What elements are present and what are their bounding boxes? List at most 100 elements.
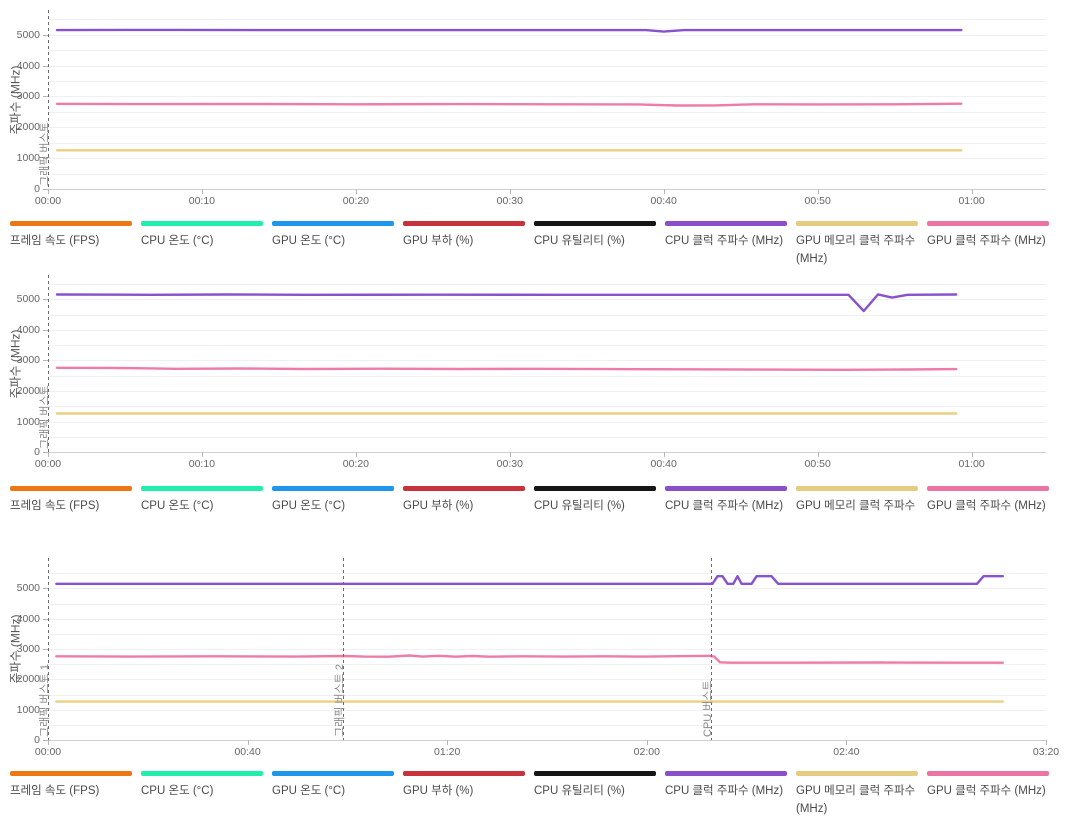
y-tick-mark (43, 299, 48, 301)
gridline (48, 96, 1046, 98)
legend-item[interactable]: CPU 클럭 주파수 (MHz) (665, 771, 787, 819)
x-tick-label: 00:40 (650, 458, 677, 470)
legend-swatch (796, 486, 918, 491)
x-tick-mark (646, 740, 648, 745)
gridline (48, 360, 1046, 362)
x-tick-mark (447, 740, 449, 745)
gridline (48, 284, 1046, 286)
y-tick-label: 4000 (16, 612, 40, 625)
legend-item[interactable]: 프레임 속도 (FPS) (10, 771, 132, 819)
y-tick-label: 0 (34, 183, 40, 195)
gridline (48, 375, 1046, 377)
legend-swatch (796, 221, 918, 226)
legend-swatch (927, 486, 1049, 491)
y-tick-mark (43, 679, 48, 681)
y-tick-label: 3000 (16, 354, 40, 367)
legend-swatch (665, 486, 787, 491)
legend-item-label: GPU 클럭 주파수 (MHz) (927, 235, 1046, 247)
legend-item[interactable]: CPU 유틸리티 (%) (534, 486, 656, 516)
legend-item[interactable]: CPU 클럭 주파수 (MHz) (665, 221, 787, 269)
x-tick-mark (355, 189, 357, 194)
legend-item-label: GPU 부하 (%) (403, 785, 474, 797)
legend-swatch (141, 486, 263, 491)
annotation-label: CPU 버스트 (702, 680, 715, 737)
x-tick-mark (663, 189, 665, 194)
x-tick-mark (1046, 740, 1047, 745)
x-tick-label: 01:00 (958, 195, 985, 207)
series-line (55, 366, 958, 372)
legend-item[interactable]: CPU 온도 (°C) (141, 486, 263, 516)
y-tick-mark (43, 158, 48, 160)
y-tick-mark (43, 588, 48, 590)
x-tick-label: 00:40 (234, 746, 261, 758)
y-tick-label: 0 (34, 734, 40, 746)
legend-item[interactable]: GPU 부하 (%) (403, 486, 525, 516)
legend-item[interactable]: GPU 부하 (%) (403, 221, 525, 269)
legend-item[interactable]: CPU 클럭 주파수 (MHz) (665, 486, 787, 516)
series-line (55, 28, 963, 33)
legend-swatch (272, 221, 394, 226)
x-axis: 00:00 00:40 01:20 02:00 02:40 03:20 (35, 746, 1059, 762)
y-tick-mark (43, 709, 48, 711)
legend-item[interactable]: GPU 부하 (%) (403, 771, 525, 819)
x-tick-mark (355, 452, 357, 457)
gridline (48, 603, 1046, 605)
x-tick-label: 00:40 (650, 195, 677, 207)
x-tick-label: 00:20 (342, 458, 370, 470)
x-tick-mark (48, 452, 49, 457)
gridline (48, 633, 1046, 635)
x-tick-label: 00:00 (34, 458, 62, 470)
legend-item[interactable]: CPU 유틸리티 (%) (534, 221, 656, 269)
series-lines (55, 28, 963, 152)
gridline (48, 329, 1046, 331)
x-tick-label: 00:50 (804, 458, 831, 470)
legend-swatch (534, 771, 656, 776)
legend: 프레임 속도 (FPS) CPU 온도 (°C) GPU 온도 (°C) GPU 부하… (0, 771, 1068, 819)
legend: 프레임 속도 (FPS) CPU 온도 (°C) GPU 온도 (°C) GPU 부하… (0, 486, 1068, 516)
annotation-label: 그래픽 버스트 (39, 385, 51, 449)
legend-item[interactable]: CPU 온도 (°C) (141, 221, 263, 269)
y-tick-label: 1000 (16, 703, 40, 716)
x-tick-label: 02:40 (833, 746, 860, 758)
series-line (55, 293, 958, 313)
legend-item[interactable]: 프레임 속도 (FPS) (10, 486, 132, 516)
legend-item[interactable]: GPU 메모리 클럭 주파수 (MHz) (796, 771, 918, 819)
annotation-line (48, 275, 49, 452)
legend-item-label: GPU 클럭 주파수 (MHz) (927, 500, 1046, 512)
series-line (55, 102, 963, 107)
gridline (48, 649, 1046, 650)
legend-swatch (403, 771, 525, 776)
y-tick-mark (43, 740, 48, 741)
series-line (55, 654, 1004, 664)
x-tick-mark (817, 189, 819, 194)
gridline (48, 588, 1046, 590)
y-tick-label: 5000 (16, 293, 40, 306)
legend-item[interactable]: CPU 유틸리티 (%) (534, 771, 656, 819)
legend-item[interactable]: GPU 온도 (°C) (272, 771, 394, 819)
legend-item[interactable]: GPU 클럭 주파수 (MHz) (927, 771, 1049, 819)
annotation-label: 그래픽 버스트 2 (334, 664, 346, 737)
legend-item[interactable]: GPU 메모리 클럭 주파수 (MHz) (796, 221, 918, 269)
legend-item-label: GPU 온도 (°C) (272, 785, 346, 797)
x-tick-label: 02:00 (633, 746, 660, 758)
x-tick-mark (48, 740, 49, 745)
legend-swatch (796, 771, 918, 776)
legend-item[interactable]: GPU 메모리 클럭 주파수 (MHz) (796, 486, 918, 516)
plot-area[interactable]: 0 1000 2000 3000 4000 5000 그래픽 버스트 1 그래픽 버스트 2 C… (17, 558, 1047, 746)
legend-item-label: CPU 클럭 주파수 (MHz) (665, 500, 784, 512)
gridline (48, 421, 1046, 423)
legend-item[interactable]: GPU 클럭 주파수 (MHz) (927, 486, 1049, 516)
gridline (48, 19, 1046, 21)
y-tick-label: 4000 (16, 323, 40, 336)
legend-item[interactable]: GPU 온도 (°C) (272, 221, 394, 269)
legend-item[interactable]: 프레임 속도 (FPS) (10, 221, 132, 269)
legend-item[interactable]: GPU 클럭 주파수 (MHz) (927, 221, 1049, 269)
gridline (48, 709, 1046, 711)
x-axis: 00:00 00:10 00:20 00:30 00:40 00:50 01:00 (35, 458, 1046, 474)
annotation-line (343, 558, 344, 740)
legend-item-label: CPU 유틸리티 (%) (534, 785, 625, 797)
legend-item[interactable]: CPU 온도 (°C) (141, 771, 263, 819)
plot-area[interactable]: 0 1000 2000 3000 4000 5000 그래픽 버스트 (17, 10, 1046, 195)
legend-item[interactable]: GPU 온도 (°C) (272, 486, 394, 516)
plot-area[interactable]: 0 1000 2000 3000 4000 5000 그래픽 버스트 (17, 275, 1046, 458)
